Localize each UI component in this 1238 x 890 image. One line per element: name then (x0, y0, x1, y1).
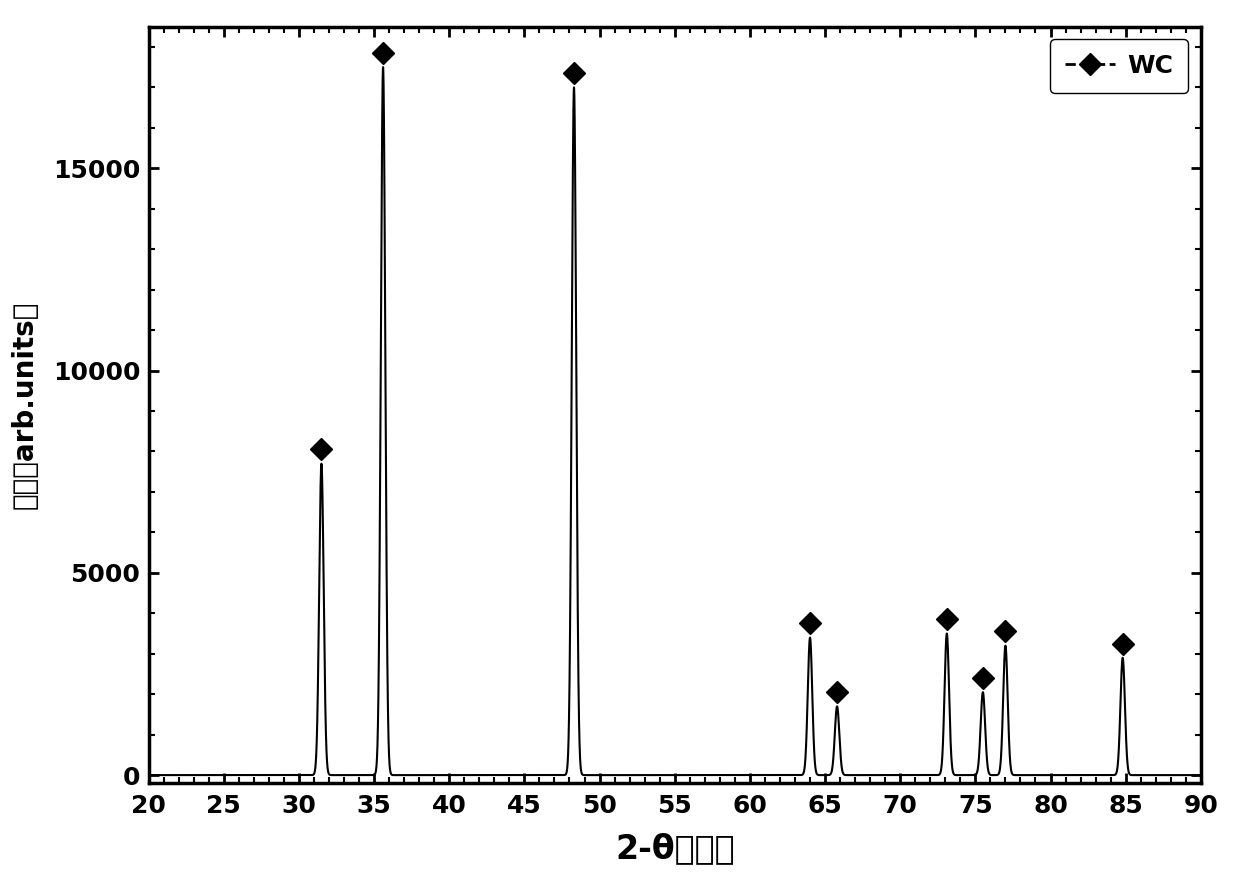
Y-axis label: 强度（arb.units）: 强度（arb.units） (11, 301, 38, 509)
X-axis label: 2-θ（度）: 2-θ（度） (615, 832, 734, 865)
Legend: WC: WC (1050, 39, 1188, 93)
